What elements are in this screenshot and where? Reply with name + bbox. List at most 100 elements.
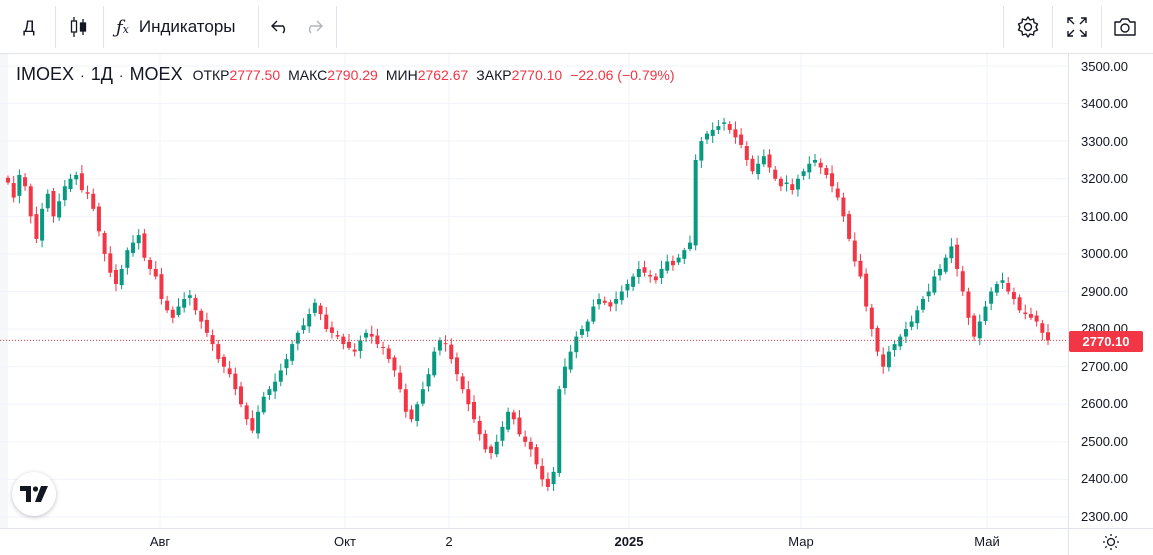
legend-separator: · — [118, 67, 124, 83]
candle-body — [244, 405, 249, 420]
fullscreen-button[interactable] — [1060, 8, 1094, 46]
candle-body — [165, 300, 170, 311]
candle-body — [784, 182, 789, 185]
candle-body — [239, 386, 244, 405]
candle-body — [17, 174, 22, 196]
candle-body — [1017, 297, 1022, 311]
toolbar-divider — [1052, 6, 1053, 48]
candle-body — [159, 274, 164, 300]
candle-body — [170, 309, 175, 318]
undo-button[interactable] — [266, 8, 294, 46]
candle-body — [926, 291, 931, 297]
time-axis-label: Мар — [788, 534, 814, 549]
time-axis-label: 2025 — [614, 534, 644, 549]
candle-body — [659, 268, 664, 278]
candle-body — [1006, 283, 1011, 292]
candle-body — [113, 269, 118, 284]
candle-body — [653, 276, 658, 281]
candle-body — [392, 357, 397, 371]
candle-body — [528, 441, 533, 450]
candle-body — [847, 214, 852, 239]
tradingview-logo[interactable] — [12, 472, 56, 516]
time-axis-label: Май — [974, 534, 1000, 549]
toolbar-divider — [55, 6, 56, 48]
candle-body — [426, 374, 431, 387]
candle-body — [687, 242, 692, 250]
candle-body — [977, 321, 982, 339]
candle-body — [682, 250, 687, 259]
candle-body — [733, 129, 738, 138]
indicators-button[interactable]: ƒx Индикаторы — [112, 8, 252, 46]
legend-symbol[interactable]: IMOEX — [16, 64, 75, 84]
candle-body — [631, 276, 636, 287]
candle-body — [818, 162, 823, 168]
candle-body — [795, 178, 800, 190]
candle-body — [608, 302, 613, 307]
candle-body — [193, 298, 198, 311]
legend-low-value: 2762.67 — [417, 67, 469, 83]
candle-body — [1040, 323, 1045, 333]
candle-body — [966, 291, 971, 318]
candle-body — [790, 184, 795, 191]
chart-settings-corner[interactable] — [1068, 528, 1153, 555]
candle-body — [665, 261, 670, 271]
fullscreen-icon — [1067, 17, 1087, 37]
candlestick-icon — [70, 17, 87, 37]
candle-body — [994, 283, 999, 293]
redo-button[interactable] — [300, 8, 328, 46]
legend-low-label: МИН — [385, 67, 418, 83]
candle-body — [1000, 280, 1005, 283]
candle-body — [801, 171, 806, 176]
candle-body — [142, 233, 147, 258]
legend-close-value: 2770.10 — [511, 67, 563, 83]
candle-body — [511, 412, 516, 420]
legend-change: −22.06 (−0.79%) — [570, 67, 675, 83]
candle-body — [744, 146, 749, 160]
candle-body — [74, 174, 79, 180]
candle-style-button[interactable] — [64, 8, 94, 46]
candle-body — [841, 197, 846, 217]
candle-body — [449, 344, 454, 360]
candle-body — [472, 401, 477, 420]
candle-body — [454, 357, 459, 375]
candle-body — [125, 250, 130, 268]
candle-body — [68, 178, 73, 190]
candle-body — [301, 325, 306, 331]
price-axis-label: 3500.00 — [1081, 59, 1128, 74]
candle-body — [381, 346, 386, 348]
snapshot-button[interactable] — [1108, 8, 1142, 46]
candle-body — [932, 276, 937, 293]
price-chart[interactable] — [0, 54, 1153, 555]
candle-body — [318, 305, 323, 315]
price-axis[interactable]: 3500.00 3400.00 3300.00 3200.00 3100.00 … — [1068, 54, 1153, 528]
candle-body — [11, 183, 16, 198]
candle-body — [903, 329, 908, 337]
candle-body — [51, 190, 56, 217]
candle-body — [949, 246, 954, 259]
time-axis[interactable]: Авг Окт 2 2025 Мар Май — [0, 528, 1068, 555]
candle-body — [221, 356, 226, 367]
candle-body — [352, 349, 357, 352]
settings-button[interactable] — [1011, 8, 1045, 46]
candle-body — [619, 291, 624, 301]
price-axis-label: 3000.00 — [1081, 246, 1128, 261]
candle-body — [131, 242, 136, 253]
candle-body — [886, 351, 891, 368]
price-axis-label: 3400.00 — [1081, 96, 1128, 111]
legend-separator: · — [80, 67, 85, 83]
candle-body — [625, 283, 630, 291]
interval-button[interactable]: Д — [14, 8, 44, 46]
candle-body — [386, 348, 391, 360]
candle-body — [864, 273, 869, 307]
legend-interval: 1Д — [90, 64, 113, 84]
candle-body — [579, 329, 584, 335]
legend-high-value: 2790.29 — [327, 67, 378, 83]
candle-body — [273, 381, 278, 392]
candle-body — [602, 300, 607, 303]
fx-icon: ƒx — [116, 16, 129, 38]
tradingview-logo-icon — [20, 486, 48, 502]
candle-body — [341, 336, 346, 345]
candle-body — [756, 163, 761, 175]
candle-body — [835, 188, 840, 198]
candle-body — [955, 244, 960, 269]
